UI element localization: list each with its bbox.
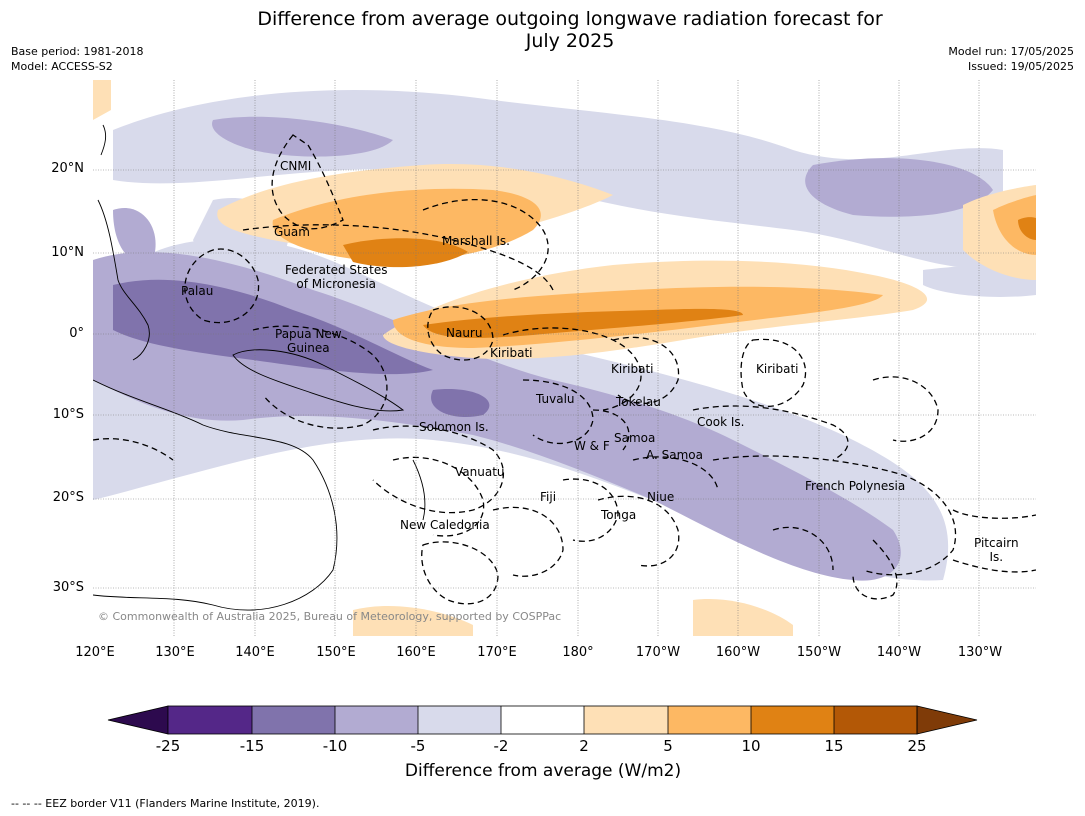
place-label-png-line1: Papua New: [275, 327, 342, 341]
colorbar-tick-9: 15: [824, 737, 844, 755]
anomaly-dark-orange: [343, 217, 1036, 338]
place-label-fiji: Fiji: [540, 490, 557, 504]
place-label-samoa: Samoa: [614, 431, 656, 445]
lon-label-170w: 170°W: [635, 645, 681, 660]
place-label-pitcairn-line2: Is.: [989, 550, 1004, 564]
place-label-vanuatu: Vanuatu: [455, 465, 505, 479]
lat-label-20s: 20°S: [52, 490, 84, 505]
page-title: Difference from average outgoing longwav…: [120, 8, 1020, 52]
copyright-text: © Commonwealth of Australia 2025, Bureau…: [98, 610, 562, 623]
lon-label-140e: 140°E: [235, 645, 275, 660]
lon-label-180: 180°: [562, 645, 594, 660]
place-label-wallis-futuna: W & F: [574, 439, 610, 453]
place-label-cnmi: CNMI: [280, 159, 312, 173]
lon-label-150w: 150°W: [796, 645, 842, 660]
model-text: Model: ACCESS-S2: [11, 60, 113, 73]
map-area: [93, 80, 1036, 636]
meta-right: Model run: 17/05/2025 Issued: 19/05/2025: [948, 44, 1074, 74]
colorbar-tick-5: -2: [493, 737, 509, 755]
meta-left: Base period: 1981-2018 Model: ACCESS-S2: [11, 44, 143, 74]
place-label-tokelau: Tokelau: [616, 395, 661, 409]
lon-label-140w: 140°W: [876, 645, 922, 660]
lon-label-170e: 170°E: [477, 645, 517, 660]
lon-label-160w: 160°W: [715, 645, 761, 660]
colorbar-segment-8: [751, 706, 834, 734]
title-line-2: July 2025: [525, 30, 615, 52]
colorbar-segment-9: [834, 706, 917, 734]
place-label-french-polynesia: French Polynesia: [805, 479, 906, 493]
colorbar-segment-3: [335, 706, 418, 734]
place-label-guam: Guam: [274, 225, 310, 239]
place-label-kiribati-central: Kiribati: [611, 362, 654, 376]
colorbar-segment-4: [418, 706, 501, 734]
colorbar-tick-1: -25: [155, 737, 181, 755]
place-label-tuvalu: Tuvalu: [536, 392, 575, 406]
place-label-tonga: Tonga: [601, 508, 637, 522]
title-line-1: Difference from average outgoing longwav…: [257, 8, 883, 30]
colorbar-extend-high: [916, 705, 978, 735]
colorbar-segment-6: [584, 706, 668, 734]
colorbar-segment-7: [668, 706, 751, 734]
place-label-palau: Palau: [181, 284, 214, 298]
lat-label-10n: 10°N: [51, 245, 84, 260]
colorbar-tick-7: 5: [663, 737, 673, 755]
coastlines: [93, 124, 426, 611]
place-label-pitcairn: Pitcairn Is.: [974, 536, 1019, 564]
colorbar-outline: [167, 705, 918, 735]
lon-label-120e: 120°E: [75, 645, 115, 660]
model-run-text: Model run: 17/05/2025: [948, 45, 1074, 58]
lat-label-0: 0°: [69, 326, 84, 341]
lat-label-10s: 10°S: [52, 407, 84, 422]
place-label-marshall: Marshall Is.: [442, 234, 510, 248]
place-label-kiribati-west: Kiribati: [490, 346, 533, 360]
place-label-fsm-line2: of Micronesia: [296, 277, 377, 291]
lat-label-20n: 20°N: [51, 161, 84, 176]
colorbar-label: Difference from average (W/m2): [404, 761, 682, 781]
place-label-solomon: Solomon Is.: [419, 420, 489, 434]
lon-label-150e: 150°E: [316, 645, 356, 660]
place-label-png-line2: Guinea: [287, 341, 330, 355]
lat-label-30s: 30°S: [52, 580, 84, 595]
place-label-fsm-line1: Federated States: [285, 263, 388, 277]
lon-label-130e: 130°E: [155, 645, 195, 660]
place-label-cook: Cook Is.: [697, 415, 745, 429]
colorbar-tick-10: 25: [907, 737, 927, 755]
base-period-text: Base period: 1981-2018: [11, 45, 144, 58]
colorbar-extend-low: [107, 705, 169, 735]
place-label-png: Papua New Guinea: [275, 327, 342, 355]
colorbar-tick-8: 10: [741, 737, 761, 755]
colorbar-segment-2: [252, 706, 335, 734]
eez-borders: [93, 134, 1036, 605]
place-label-new-caledonia: New Caledonia: [400, 518, 490, 532]
colorbar-tick-2: -15: [239, 737, 265, 755]
eez-legend-text: -- -- -- EEZ border V11 (Flanders Marine…: [11, 797, 320, 810]
graticule: [93, 80, 1036, 636]
colorbar-tick-3: -10: [322, 737, 348, 755]
issued-text: Issued: 19/05/2025: [967, 60, 1074, 73]
colorbar-dividers: [251, 706, 835, 734]
place-label-fsm: Federated States of Micronesia: [285, 263, 387, 291]
colorbar-tick-6: 2: [579, 737, 589, 755]
place-label-kiribati-east: Kiribati: [756, 362, 799, 376]
place-label-pitcairn-line1: Pitcairn: [974, 536, 1019, 550]
colorbar-segment-5: [501, 706, 584, 734]
colorbar-segment-1: [168, 706, 252, 734]
place-label-nauru: Nauru: [446, 326, 483, 340]
place-label-niue: Niue: [647, 490, 675, 504]
place-label-american-samoa: A. Samoa: [646, 448, 703, 462]
colorbar-tick-4: -5: [410, 737, 426, 755]
lon-label-160e: 160°E: [396, 645, 436, 660]
map-canvas: [93, 80, 1036, 636]
lon-label-130w: 130°W: [957, 645, 1003, 660]
